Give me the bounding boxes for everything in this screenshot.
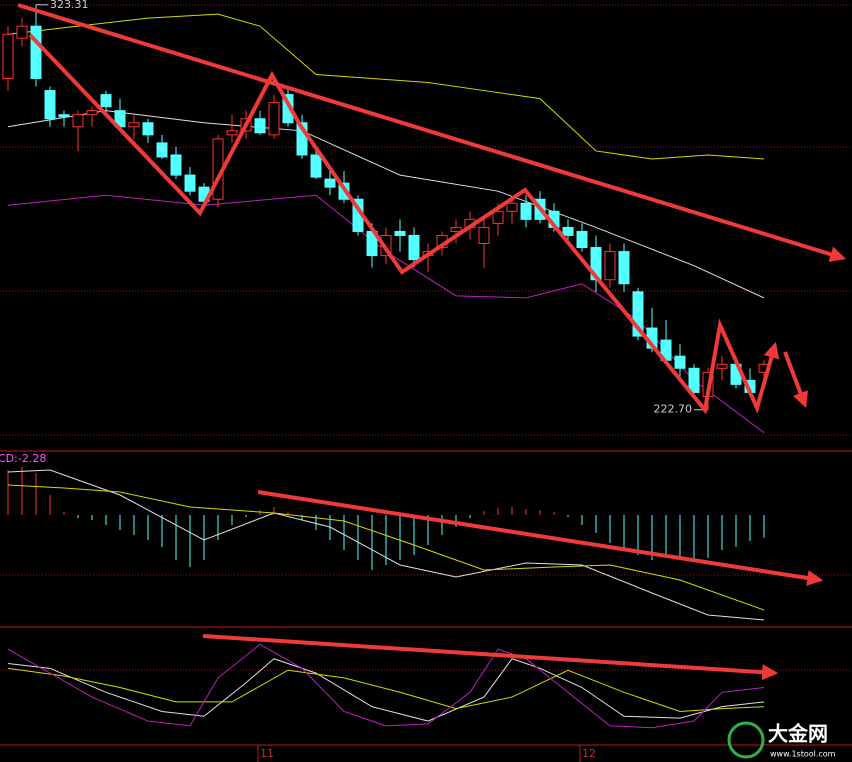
indicator-line (7, 110, 765, 299)
indicator-line (7, 484, 765, 611)
candle-body (44, 90, 56, 120)
candle-body (30, 25, 42, 79)
candle-body (58, 114, 70, 118)
candle-body (170, 154, 182, 176)
candle-body (674, 355, 686, 369)
candle-body (72, 114, 84, 128)
candle-body (716, 363, 728, 369)
candle-body (632, 291, 644, 337)
candle-body (688, 367, 700, 393)
annotation-label: 222.70 (654, 403, 693, 416)
candle-body (142, 122, 154, 136)
candle-body (478, 226, 490, 245)
candle-body (450, 226, 462, 232)
x-tick-label: 12 (582, 747, 596, 760)
indicator-line (7, 13, 765, 160)
candle-body (394, 230, 406, 236)
watermark: 大金网 www.1stool.com (727, 721, 836, 759)
x-tick-label: 11 (260, 747, 274, 760)
trend-arrows (17, 3, 847, 681)
panel-lines (0, 4, 852, 746)
candle-body (254, 118, 266, 134)
candle-body (86, 110, 98, 116)
candle-body (296, 122, 308, 156)
candle-body (576, 230, 588, 249)
candle-body (604, 251, 616, 281)
indicator-line (7, 667, 765, 712)
candle-body (226, 130, 238, 136)
candle-body (268, 102, 280, 136)
watermark-subtitle: www.1stool.com (770, 750, 836, 759)
candle-body (324, 178, 336, 188)
candle-body (184, 174, 196, 192)
watermark-title: 大金网 (768, 722, 828, 746)
candle-body (100, 94, 112, 108)
candle-body (16, 25, 28, 39)
candle-body (492, 210, 504, 224)
annotation-label: 323.31 (50, 0, 89, 11)
candle-body (128, 122, 140, 128)
indicator-line (7, 658, 765, 722)
candle-body (156, 142, 168, 158)
candle-body (2, 33, 14, 79)
indicator-line (7, 643, 765, 729)
indicator-line (7, 469, 765, 621)
candle-body (310, 154, 322, 178)
candle-body (520, 202, 532, 220)
indicator-title: CD:-2.28 (0, 452, 46, 465)
candle-body (408, 234, 420, 261)
candle-body (562, 226, 574, 236)
candle-body (506, 202, 518, 212)
candle-body (618, 251, 630, 285)
